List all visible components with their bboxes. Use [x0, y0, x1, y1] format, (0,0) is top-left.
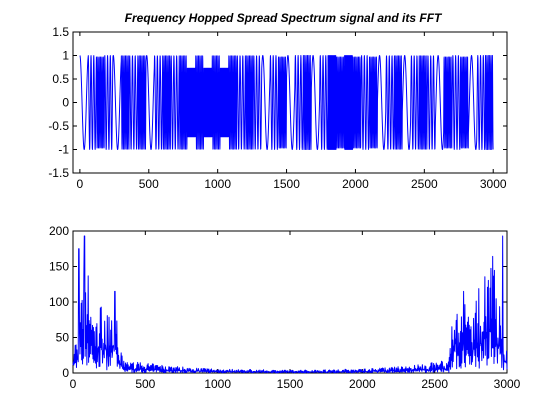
bottom-axes-box [72, 230, 508, 374]
bottom-x-tick-label: 1000 [204, 377, 231, 391]
bottom-axis-tick-labels: 0 500 1000 1500 2000 2500 3000 0 50 100 150 200 [49, 224, 521, 391]
top-y-tick-label: 0 [62, 96, 69, 110]
bottom-y-tick-label: 0 [62, 366, 69, 380]
bottom-series-line [72, 235, 508, 374]
bottom-axis-ticks [72, 230, 508, 374]
top-x-tick-label: 3000 [480, 177, 507, 191]
top-chart-title: Frequency Hopped Spread Spectrum signal … [125, 11, 443, 25]
bottom-y-tick-label: 50 [56, 331, 70, 345]
top-axis-ticks [73, 31, 507, 174]
top-y-tick-label: 0.5 [52, 72, 69, 86]
bottom-x-tick-label: 2500 [421, 377, 448, 391]
top-x-tick-label: 0 [77, 177, 84, 191]
bottom-x-tick-label: 2000 [349, 377, 376, 391]
top-y-tick-label: -0.5 [48, 119, 69, 133]
bottom-x-tick-label: 500 [135, 377, 155, 391]
bottom-y-tick-label: 150 [49, 260, 69, 274]
top-y-tick-label: 1.5 [52, 25, 69, 39]
bottom-y-tick-label: 200 [49, 224, 69, 238]
bottom-y-tick-label: 100 [49, 295, 69, 309]
top-axis-tick-labels: 0 500 1000 1500 2000 2500 3000 -1.5 -1 -0.5 0 0.5 1 1… [48, 25, 507, 191]
top-x-tick-label: 2500 [411, 177, 438, 191]
top-x-tick-label: 2000 [342, 177, 369, 191]
top-series-line [79, 55, 494, 150]
bottom-x-tick-label: 1500 [277, 377, 304, 391]
top-subplot: Frequency Hopped Spread Spectrum signal … [48, 11, 508, 191]
top-y-tick-label: -1.5 [48, 166, 69, 180]
top-x-tick-label: 1000 [204, 177, 231, 191]
top-x-tick-label: 1500 [273, 177, 300, 191]
top-y-tick-label: -1 [58, 143, 69, 157]
top-x-tick-label: 500 [139, 177, 159, 191]
bottom-x-tick-label: 0 [70, 377, 77, 391]
bottom-subplot: 0 500 1000 1500 2000 2500 3000 0 50 100 150 200 [49, 224, 521, 391]
top-y-tick-label: 1 [62, 49, 69, 63]
bottom-x-tick-label: 3000 [494, 377, 521, 391]
